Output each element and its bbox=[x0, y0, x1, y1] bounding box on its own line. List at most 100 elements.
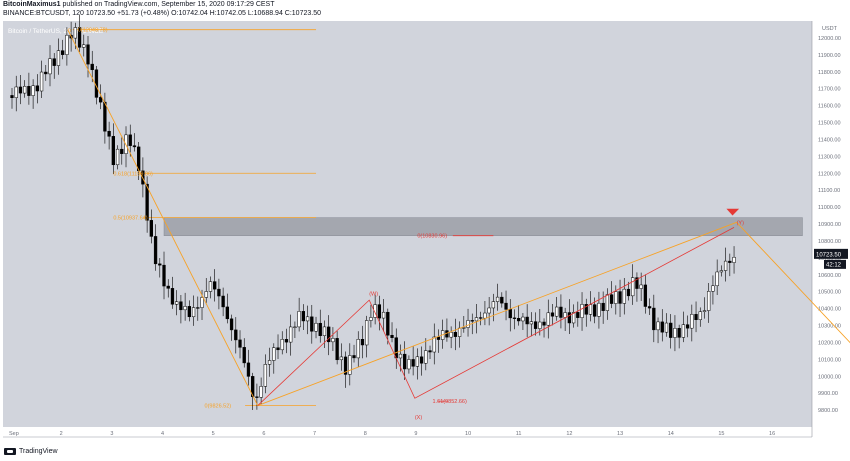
candle-body bbox=[310, 316, 314, 332]
candle-body bbox=[411, 359, 415, 367]
candle-body bbox=[479, 317, 483, 319]
candle-body bbox=[18, 86, 23, 94]
candle-body bbox=[656, 321, 660, 331]
candle-body bbox=[242, 347, 246, 364]
countdown-box bbox=[824, 259, 846, 269]
y-tick-label: 11300.00 bbox=[818, 154, 841, 160]
annotation-label: (W) bbox=[369, 291, 378, 297]
candle-body bbox=[115, 148, 120, 166]
annotation-label: 0(9826.52) bbox=[205, 404, 232, 410]
candle-body bbox=[428, 350, 432, 353]
candle-body bbox=[61, 50, 65, 55]
countdown-label: 42:12 bbox=[826, 262, 842, 268]
candle-body bbox=[111, 136, 115, 166]
red-wxy-line bbox=[257, 227, 735, 406]
candle-body bbox=[457, 327, 462, 337]
candle-body bbox=[626, 288, 631, 297]
candle-body bbox=[145, 183, 149, 221]
candle-body bbox=[681, 324, 686, 338]
candle-body bbox=[618, 291, 622, 304]
chart-title: Bitcoin / TetherUS, 2h, BINANCE bbox=[8, 28, 104, 35]
candle-body bbox=[335, 338, 339, 361]
candle-body bbox=[550, 312, 555, 317]
candle-body bbox=[508, 309, 512, 319]
y-tick-label: 11800.00 bbox=[818, 70, 841, 76]
candle-body bbox=[314, 322, 318, 332]
x-tick-label: 6 bbox=[262, 431, 265, 437]
x-tick-label: Sep bbox=[9, 431, 19, 437]
candle-body bbox=[23, 86, 27, 94]
candle-body bbox=[352, 355, 356, 359]
brand-name[interactable]: TradingView bbox=[19, 448, 58, 455]
annotation-label: 0 bbox=[68, 28, 71, 34]
annotation-label: (Y) bbox=[737, 220, 745, 226]
candle-body bbox=[538, 321, 542, 329]
candle-body bbox=[470, 320, 474, 322]
candle-body bbox=[263, 364, 268, 387]
y-tick-label: 10500.00 bbox=[818, 290, 841, 296]
tradingview-logo-icon bbox=[4, 448, 16, 455]
candle-body bbox=[677, 328, 681, 338]
candle-body bbox=[462, 327, 466, 329]
candle-body bbox=[305, 316, 310, 322]
candle-body bbox=[103, 101, 107, 132]
candle-body bbox=[652, 307, 656, 331]
candle-body bbox=[664, 322, 669, 333]
candle-body bbox=[588, 304, 593, 315]
x-tick-label: 11 bbox=[516, 431, 522, 437]
y-tick-label: 11200.00 bbox=[818, 171, 841, 177]
candle-body bbox=[390, 334, 394, 338]
candle-body bbox=[339, 356, 344, 361]
candle-body bbox=[128, 134, 132, 146]
x-tick-label: 13 bbox=[617, 431, 623, 437]
x-tick-label: 9 bbox=[414, 431, 417, 437]
candle-body bbox=[491, 301, 496, 309]
publish-line: BitcoinMaximus1 published on TradingView… bbox=[3, 1, 274, 8]
annotation-label: 1.61(9852.66) bbox=[433, 399, 467, 405]
candle-body bbox=[614, 291, 618, 304]
candle-body bbox=[381, 311, 386, 319]
candle-body bbox=[559, 306, 563, 318]
candle-body bbox=[512, 317, 517, 319]
candle-body bbox=[301, 311, 306, 322]
price: 10723.50 bbox=[85, 10, 116, 17]
candle-body bbox=[728, 260, 732, 263]
candle-body bbox=[187, 306, 191, 318]
candle-body bbox=[107, 130, 111, 137]
candle-body bbox=[356, 339, 360, 359]
candle-body bbox=[487, 307, 491, 314]
candle-body bbox=[732, 256, 736, 263]
candle-body bbox=[238, 339, 242, 348]
y-tick-label: 11700.00 bbox=[818, 87, 841, 93]
candle-body bbox=[563, 312, 567, 318]
candle-body bbox=[715, 271, 719, 287]
candle-body bbox=[183, 306, 187, 311]
candle-body bbox=[82, 44, 86, 48]
x-tick-label: 3 bbox=[110, 431, 113, 437]
candle-body bbox=[669, 322, 673, 338]
y-tick-label: 10600.00 bbox=[818, 273, 841, 279]
candle-body bbox=[580, 304, 584, 318]
candle-body bbox=[162, 264, 166, 287]
author-name[interactable]: BitcoinMaximus1 bbox=[3, 1, 61, 8]
candle-body bbox=[196, 307, 200, 309]
candle-body bbox=[622, 288, 626, 304]
symbol-line: BINANCE:BTCUSDT, 120 10723.50 +51.73 (+0… bbox=[3, 10, 321, 17]
footer: TradingView bbox=[4, 448, 58, 455]
candle-body bbox=[153, 236, 158, 265]
annotation-label: 0(10830.96) bbox=[417, 234, 447, 240]
candle-body bbox=[27, 86, 31, 96]
x-tick-label: 2 bbox=[60, 431, 63, 437]
candle-body bbox=[343, 356, 348, 375]
candle-body bbox=[495, 296, 500, 302]
candle-body bbox=[293, 326, 297, 328]
candle-body bbox=[605, 294, 610, 311]
candle-body bbox=[229, 318, 234, 331]
annotation-label: (X) bbox=[415, 415, 423, 421]
candle-body bbox=[517, 318, 521, 322]
candle-body bbox=[533, 321, 538, 329]
candle-body bbox=[597, 302, 601, 317]
candle-body bbox=[377, 304, 382, 319]
candle-body bbox=[73, 27, 77, 39]
